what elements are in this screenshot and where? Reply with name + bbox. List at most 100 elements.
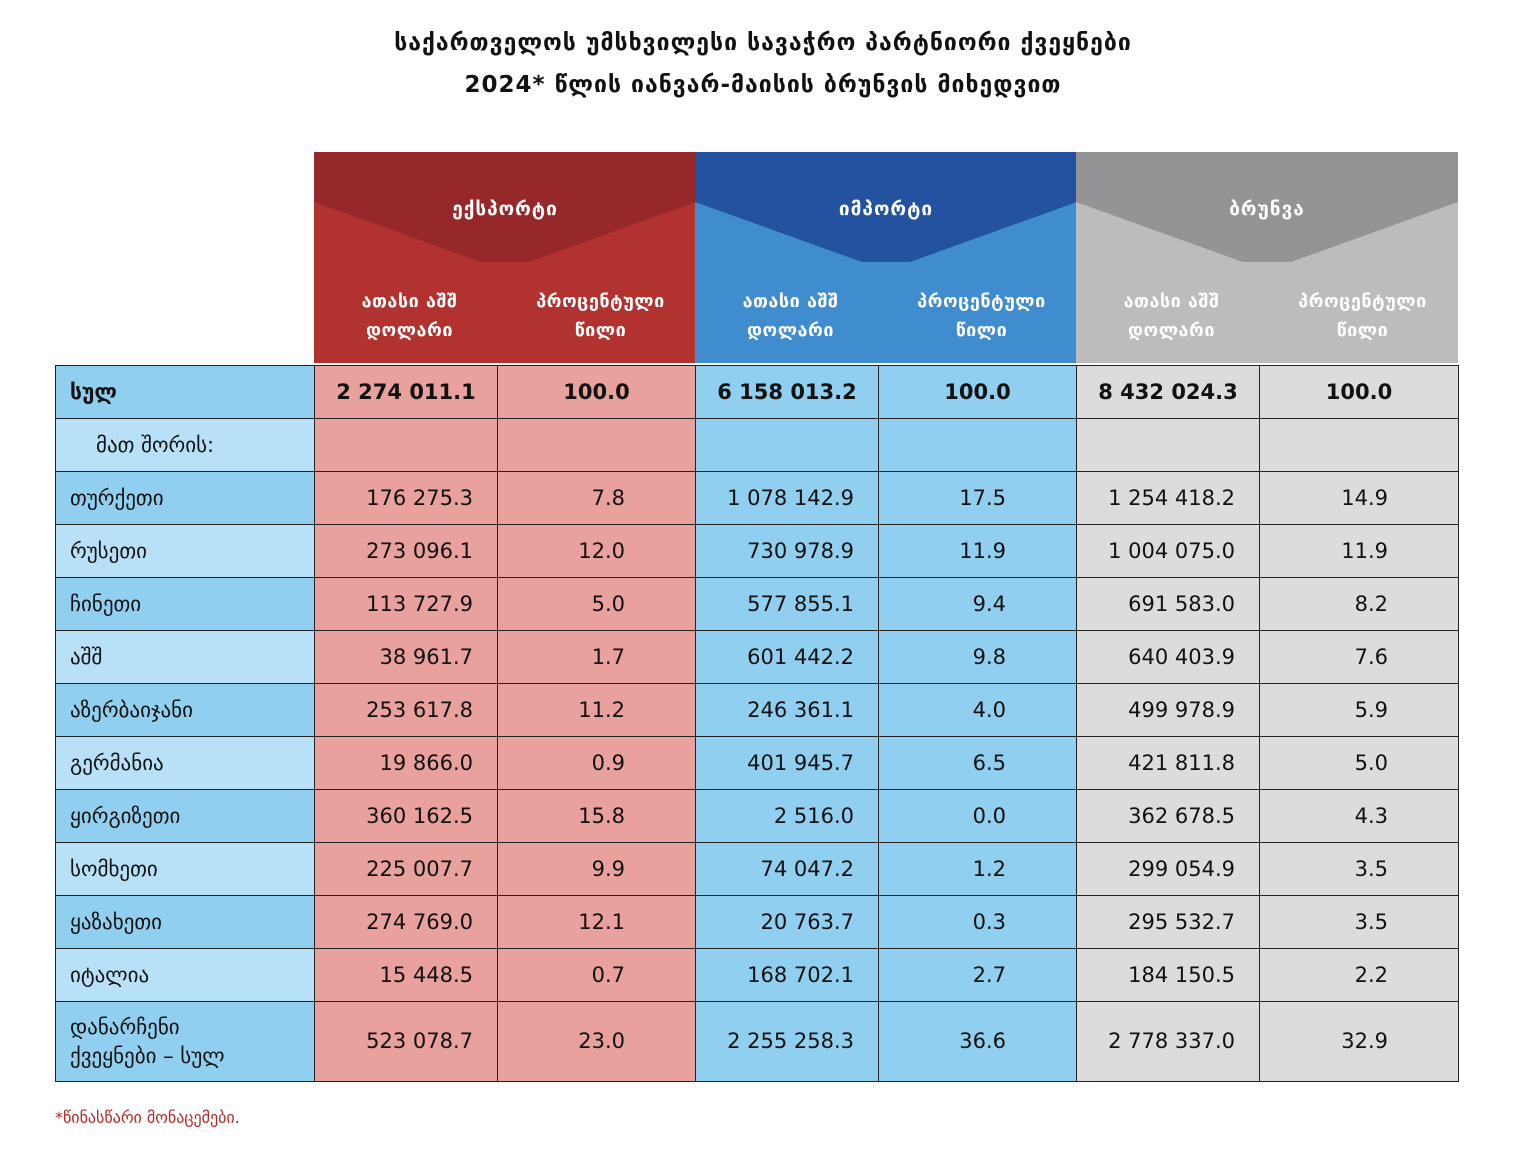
table-body: სულ 2 274 011.1 100.0 6 158 013.2 100.0 … xyxy=(55,365,1459,1082)
export-value-cell: 19 866.0 xyxy=(314,736,498,790)
export-pct-cell: 0.9 xyxy=(497,736,696,790)
table-row: აზერბაიჯანი 253 617.8 11.2 246 361.1 4.0 499 … xyxy=(55,683,1459,737)
country-name: თურქეთი xyxy=(55,471,315,525)
turnover-value-header-line2: დოლარი xyxy=(1128,320,1215,341)
total-turnover-value: 8 432 024.3 xyxy=(1076,365,1260,419)
export-header: ექსპორტი ათასი აშშ დოლარი პროცენტული წილ… xyxy=(314,152,696,363)
turnover-pct-header: პროცენტული წილი xyxy=(1267,287,1458,345)
table-row: სომხეთი 225 007.7 9.9 74 047.2 1.2 299 054.9 3… xyxy=(55,842,1459,896)
country-name: აშშ xyxy=(55,630,315,684)
empty-cell xyxy=(878,418,1077,472)
export-header-title: ექსპორტი xyxy=(452,198,558,220)
turnover-header-shape xyxy=(1076,152,1458,363)
turnover-value-cell: 499 978.9 xyxy=(1076,683,1260,737)
turnover-header: ბრუნვა ათასი აშშ დოლარი პროცენტული წილი xyxy=(1076,152,1458,363)
export-value-header: ათასი აშშ დოლარი xyxy=(314,287,505,345)
import-value-header-line1: ათასი აშშ xyxy=(742,291,839,312)
empty-cell xyxy=(314,418,498,472)
turnover-pct-cell: 4.3 xyxy=(1259,789,1459,843)
turnover-pct-header-line2: წილი xyxy=(1336,320,1389,341)
turnover-value-cell: 1 254 418.2 xyxy=(1076,471,1260,525)
turnover-value-cell: 691 583.0 xyxy=(1076,577,1260,631)
trade-partners-table: სულ 2 274 011.1 100.0 6 158 013.2 100.0 … xyxy=(55,365,1459,1082)
turnover-pct-cell: 5.0 xyxy=(1259,736,1459,790)
turnover-pct-header-line1: პროცენტული xyxy=(1298,291,1427,312)
empty-cell xyxy=(695,418,879,472)
empty-cell xyxy=(497,418,696,472)
export-pct-cell: 12.0 xyxy=(497,524,696,578)
table-row: ყირგიზეთი 360 162.5 15.8 2 516.0 0.0 362 678.… xyxy=(55,789,1459,843)
table-row: თურქეთი 176 275.3 7.8 1 078 142.9 17.5 1 254 … xyxy=(55,471,1459,525)
page-title: საქართველოს უმსხვილესი სავაჭრო პარტნიორი… xyxy=(394,30,1132,56)
country-name: ყირგიზეთი xyxy=(55,789,315,843)
total-row: სულ 2 274 011.1 100.0 6 158 013.2 100.0 … xyxy=(55,365,1459,419)
import-value-header-line2: დოლარი xyxy=(747,320,834,341)
import-pct-cell: 6.5 xyxy=(878,736,1077,790)
country-name: აზერბაიჯანი xyxy=(55,683,315,737)
import-pct-cell: 9.4 xyxy=(878,577,1077,631)
country-name: რუსეთი xyxy=(55,524,315,578)
total-label: სულ xyxy=(55,365,315,419)
turnover-pct-cell: 5.9 xyxy=(1259,683,1459,737)
others-label-line1: დანარჩენი xyxy=(70,1014,180,1039)
export-value-header-line2: დოლარი xyxy=(366,320,453,341)
others-export-pct: 23.0 xyxy=(497,1001,696,1082)
export-value-cell: 360 162.5 xyxy=(314,789,498,843)
country-name: ყაზახეთი xyxy=(55,895,315,949)
total-export-value: 2 274 011.1 xyxy=(314,365,498,419)
turnover-value-cell: 362 678.5 xyxy=(1076,789,1260,843)
turnover-pct-cell: 8.2 xyxy=(1259,577,1459,631)
export-value-cell: 253 617.8 xyxy=(314,683,498,737)
turnover-pct-cell: 3.5 xyxy=(1259,895,1459,949)
table-row: ჩინეთი 113 727.9 5.0 577 855.1 9.4 691 583.0 8… xyxy=(55,577,1459,631)
export-value-cell: 38 961.7 xyxy=(314,630,498,684)
export-pct-cell: 15.8 xyxy=(497,789,696,843)
subtitle-label: მათ შორის: xyxy=(55,418,315,472)
import-pct-header: პროცენტული წილი xyxy=(886,287,1077,345)
total-export-pct: 100.0 xyxy=(497,365,696,419)
empty-cell xyxy=(1076,418,1260,472)
import-pct-cell: 11.9 xyxy=(878,524,1077,578)
total-import-pct: 100.0 xyxy=(878,365,1077,419)
turnover-value-cell: 1 004 075.0 xyxy=(1076,524,1260,578)
turnover-value-header-line1: ათასი აშშ xyxy=(1123,291,1220,312)
import-pct-cell: 1.2 xyxy=(878,842,1077,896)
import-header-shape xyxy=(695,152,1077,363)
export-pct-cell: 12.1 xyxy=(497,895,696,949)
import-pct-cell: 17.5 xyxy=(878,471,1077,525)
page-subtitle: 2024* წლის იანვარ-მაისის ბრუნვის მიხედვი… xyxy=(464,72,1062,98)
export-pct-header: პროცენტული წილი xyxy=(505,287,696,345)
export-header-shape xyxy=(314,152,696,363)
import-value-cell: 730 978.9 xyxy=(695,524,879,578)
export-pct-cell: 1.7 xyxy=(497,630,696,684)
footnote: *წინასწარი მონაცემები. xyxy=(55,1108,240,1127)
table-row: რუსეთი 273 096.1 12.0 730 978.9 11.9 1 004 07… xyxy=(55,524,1459,578)
turnover-value-cell: 299 054.9 xyxy=(1076,842,1260,896)
table-row: ყაზახეთი 274 769.0 12.1 20 763.7 0.3 295 532.… xyxy=(55,895,1459,949)
export-pct-header-line1: პროცენტული xyxy=(536,291,665,312)
import-value-cell: 20 763.7 xyxy=(695,895,879,949)
country-name: გერმანია xyxy=(55,736,315,790)
table-row: გერმანია 19 866.0 0.9 401 945.7 6.5 421 811.8… xyxy=(55,736,1459,790)
others-label-line2: ქვეყნები – სულ xyxy=(70,1043,225,1068)
turnover-header-title: ბრუნვა xyxy=(1229,198,1305,220)
import-pct-cell: 0.0 xyxy=(878,789,1077,843)
turnover-value-cell: 421 811.8 xyxy=(1076,736,1260,790)
import-value-cell: 577 855.1 xyxy=(695,577,879,631)
import-pct-cell: 0.3 xyxy=(878,895,1077,949)
total-turnover-pct: 100.0 xyxy=(1259,365,1459,419)
turnover-pct-cell: 14.9 xyxy=(1259,471,1459,525)
others-row: დანარჩენი ქვეყნები – სულ 523 078.7 23.0 2 25… xyxy=(55,1001,1459,1082)
others-turnover-pct: 32.9 xyxy=(1259,1001,1459,1082)
import-value-cell: 401 945.7 xyxy=(695,736,879,790)
subtitle-row: მათ შორის: xyxy=(55,418,1459,472)
import-pct-cell: 4.0 xyxy=(878,683,1077,737)
import-value-cell: 246 361.1 xyxy=(695,683,879,737)
export-pct-cell: 0.7 xyxy=(497,948,696,1002)
import-value-cell: 74 047.2 xyxy=(695,842,879,896)
turnover-value-cell: 184 150.5 xyxy=(1076,948,1260,1002)
import-pct-cell: 2.7 xyxy=(878,948,1077,1002)
others-turnover-value: 2 778 337.0 xyxy=(1076,1001,1260,1082)
import-value-header: ათასი აშშ დოლარი xyxy=(695,287,886,345)
import-value-cell: 168 702.1 xyxy=(695,948,879,1002)
